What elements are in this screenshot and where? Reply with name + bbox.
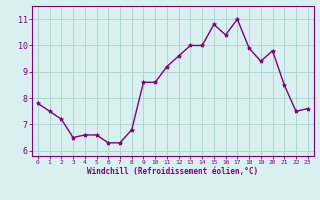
- X-axis label: Windchill (Refroidissement éolien,°C): Windchill (Refroidissement éolien,°C): [87, 167, 258, 176]
